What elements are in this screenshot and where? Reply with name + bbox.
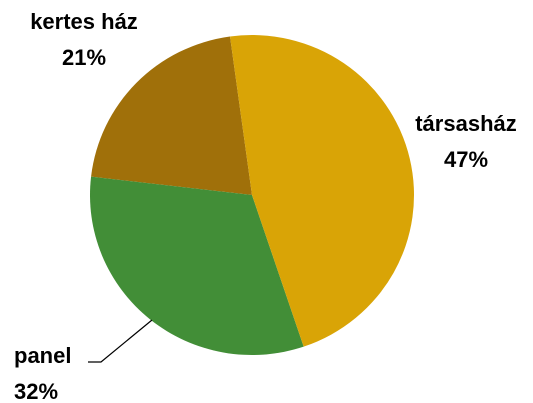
slice-label: kertes ház 21% (28, 4, 140, 76)
pie-slice (89, 176, 304, 356)
value-label: 47% (443, 147, 489, 172)
pie-slice (91, 36, 252, 195)
value-label: 32% (14, 379, 59, 403)
slice-label: panel 32% (14, 338, 90, 403)
category-label: panel (14, 343, 72, 368)
pie-slice (230, 34, 415, 347)
category-label: kertes ház (30, 9, 138, 34)
slice-label: társasház 47% (405, 106, 527, 178)
leader-line (88, 319, 153, 363)
category-label: társasház (415, 111, 517, 136)
value-label: 21% (61, 45, 107, 70)
